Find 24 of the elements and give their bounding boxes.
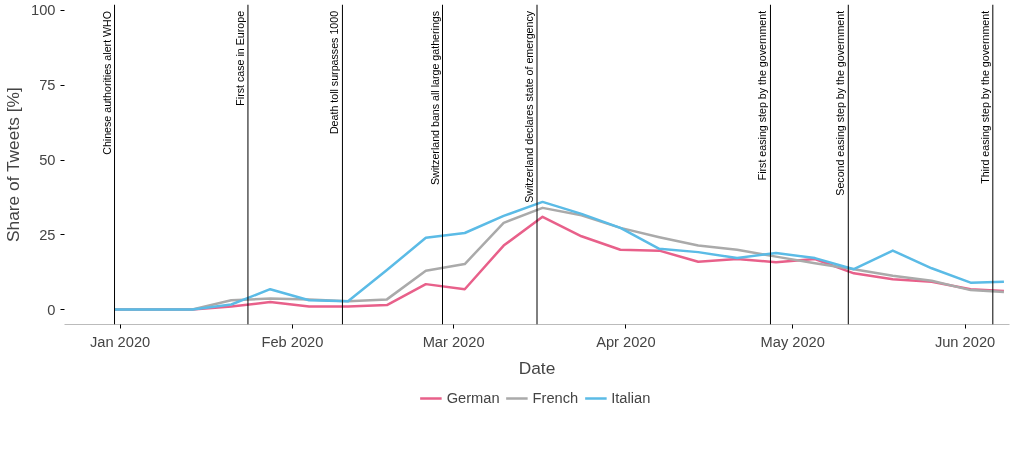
y-tick-label: 0 <box>47 301 56 318</box>
y-axis-title: Share of Tweets [%] <box>3 87 24 243</box>
x-tick-label: Jun 2020 <box>934 333 996 350</box>
legend-label: French <box>532 390 579 406</box>
ref-line-label: Death toll surpasses 1000 <box>328 10 341 135</box>
x-tick-label: Jan 2020 <box>89 333 151 350</box>
ref-line-label: Switzerland declares state of emergency <box>523 10 535 203</box>
y-tick-label: 75 <box>39 77 56 94</box>
x-tick-label: May 2020 <box>760 333 825 350</box>
ref-line-label: Chinese authorities alert WHO <box>100 10 113 155</box>
ref-line-label: Switzerland bans all large gatherings <box>428 10 441 186</box>
ref-line-label: Second easing step by the government <box>834 10 847 196</box>
x-axis-title: Date <box>518 357 556 378</box>
y-tick-label: 100 <box>31 2 56 19</box>
x-tick-label: Apr 2020 <box>596 333 656 350</box>
x-tick-label: Mar 2020 <box>422 333 485 350</box>
y-tick-label: 25 <box>39 226 56 243</box>
ref-line-label: First case in Europe <box>233 10 246 106</box>
legend-label: German <box>446 390 500 406</box>
ref-line-label: Third easing step by the government <box>978 10 991 184</box>
x-tick-label: Feb 2020 <box>261 333 324 350</box>
legend-label: Italian <box>611 390 651 406</box>
y-tick-label: 50 <box>39 152 56 169</box>
ref-line-label: First easing step by the government <box>756 10 769 181</box>
